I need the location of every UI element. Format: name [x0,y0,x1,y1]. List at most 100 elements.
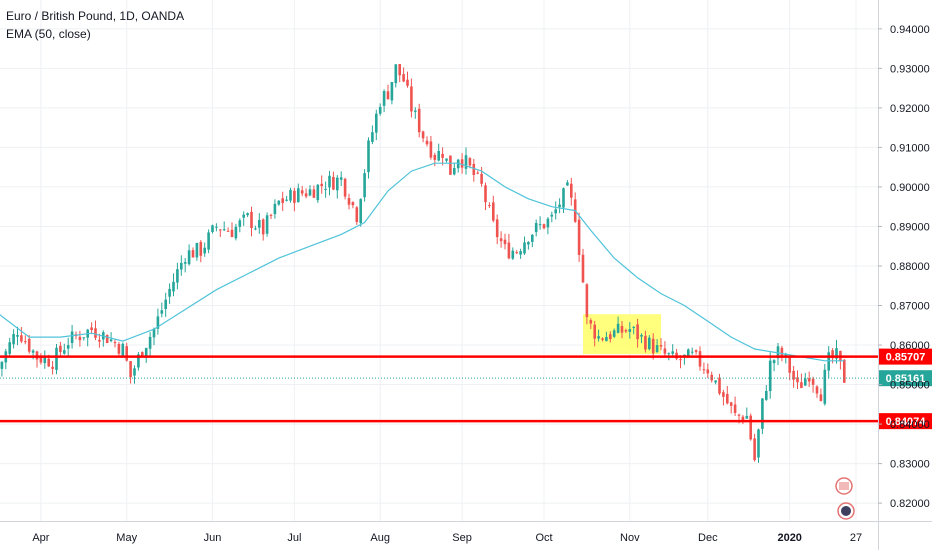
candle [749,413,752,441]
y-tick-label: 0.85000 [890,380,930,392]
candle-body [31,350,35,353]
candle-body [667,353,671,355]
candle [827,346,830,379]
candle-body [195,242,199,258]
candle [402,67,405,83]
candle-body [234,226,238,239]
x-tick-label: Apr [32,532,49,544]
candle [328,170,331,196]
candle-body [297,188,300,203]
candle [98,333,101,348]
candle [78,330,82,347]
candle [761,398,764,435]
candle [347,193,351,210]
candle [421,130,425,143]
candle-body [605,336,608,342]
candle-body [203,247,206,254]
candle-body [152,328,156,338]
candle [492,195,495,223]
candle-body [199,242,203,256]
candle-body [312,189,316,198]
candle-body [690,351,694,353]
candle [714,380,717,385]
candle [113,339,117,348]
candle [20,326,23,344]
candle [488,202,491,209]
candle [66,337,70,358]
candle-body [593,324,596,339]
candle-body [70,331,74,344]
candle [605,331,608,342]
candle-body [375,113,378,133]
candle [796,370,799,389]
candle-body [636,324,639,340]
candle [835,339,838,364]
candle [648,335,651,351]
candle-body [523,242,526,254]
candle [261,218,265,241]
candle [609,331,612,343]
candle-body [328,175,331,188]
candle-body [815,386,819,394]
event-icon[interactable] [837,502,855,520]
candle [168,283,171,304]
candle [792,365,795,388]
candle [219,228,222,237]
candle-body [269,214,273,216]
candle-body [156,316,160,329]
candle-body [620,326,624,333]
candle-body [601,338,604,340]
candle [39,353,43,365]
ema-line [0,162,845,362]
candle [495,214,499,245]
y-tick-label: 0.93000 [890,63,930,75]
candle-body [94,328,97,338]
candle [534,219,538,237]
candle-body [51,366,54,369]
candle-body [211,225,214,233]
candle-body [105,335,109,344]
candle [27,334,31,354]
candle [636,318,639,348]
candle-body [308,189,312,196]
y-tick-label: 0.90000 [890,182,930,194]
candle [632,326,635,335]
candle-body [160,310,164,314]
candle-body [780,347,784,358]
candle-body [464,155,468,169]
candle [176,262,179,290]
candle-body [745,415,749,419]
candle-body [437,150,440,161]
candle [523,236,526,256]
y-tick-label: 0.86000 [890,340,930,352]
event-icon[interactable] [835,477,853,495]
candle [285,195,288,202]
candle [117,342,121,357]
candle-body [66,345,70,349]
candle [449,155,452,175]
candle-body [800,382,803,389]
candle [710,371,713,383]
candle [410,78,413,118]
candle-body [765,390,768,400]
candle-body [43,357,47,364]
candle-body [577,219,581,255]
candle [195,242,199,261]
candle-body [726,393,729,404]
candle-body [324,188,327,190]
candle-body [187,250,191,265]
x-tick-label: Oct [535,532,552,544]
candle-body [55,347,58,370]
candle-body [655,345,659,352]
candle-body [20,335,23,342]
ema-layer [0,162,845,362]
candle-body [82,337,86,339]
candle [429,136,433,160]
candle-body [180,262,183,270]
candle-body [749,415,752,440]
candle-body [460,159,464,168]
candle [472,158,476,182]
candle-body [597,336,600,339]
